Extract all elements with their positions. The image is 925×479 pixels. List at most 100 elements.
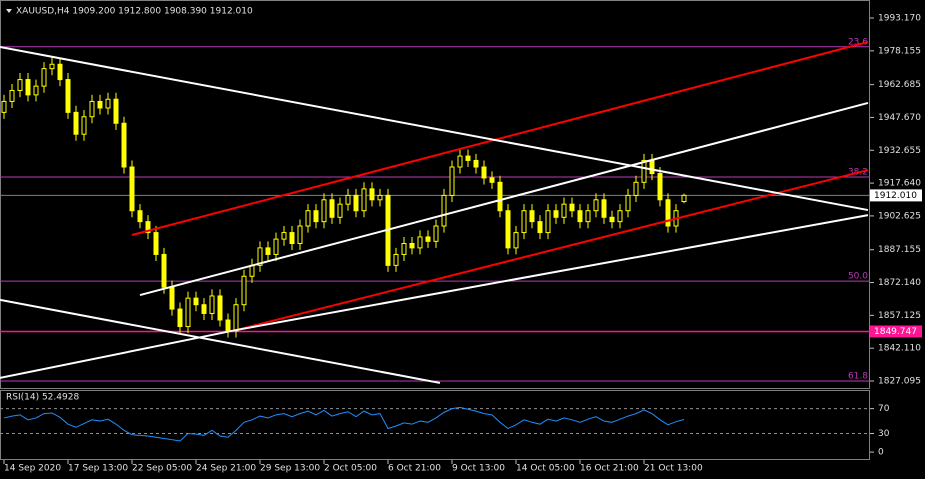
candle-body	[657, 173, 663, 201]
y-tick-label: 1917.640	[878, 179, 921, 189]
candle-body	[33, 85, 39, 96]
candle-body	[65, 79, 71, 113]
y-tick-label: 30	[878, 429, 890, 439]
menu-icon[interactable]	[6, 9, 12, 13]
candle-body	[41, 68, 47, 87]
candle-body	[9, 90, 15, 102]
candle-body	[369, 188, 375, 201]
candle-body	[209, 295, 215, 314]
y-tick-label: 1978.155	[878, 46, 921, 56]
chart-title: XAUUSD,H4 1909.200 1912.800 1908.390 191…	[16, 7, 253, 17]
candle-body	[577, 210, 583, 223]
candle-body	[193, 297, 199, 306]
candle-body	[361, 188, 367, 212]
candle-body	[49, 63, 55, 70]
y-tick-label: 70	[878, 404, 890, 414]
candle-body	[561, 203, 567, 218]
candle-body	[329, 199, 335, 218]
candle-body	[449, 166, 455, 196]
x-tick-label: 17 Sep 13:00	[68, 464, 128, 474]
candle-body	[393, 253, 399, 266]
candle-body	[593, 199, 599, 212]
candle-body	[121, 122, 127, 168]
candle-body	[297, 225, 303, 245]
candle-body	[353, 194, 359, 212]
x-tick-label: 2 Oct 05:00	[324, 464, 377, 474]
candle-body	[377, 194, 383, 201]
candle-body	[457, 155, 463, 168]
candle-body	[129, 166, 135, 212]
candle-body	[249, 264, 255, 277]
candle-body	[337, 203, 343, 218]
candle-body	[521, 210, 527, 234]
candle-body	[481, 166, 487, 179]
candle-body	[281, 232, 287, 240]
candle-body	[225, 319, 231, 332]
trendline	[131, 41, 869, 236]
candle-body	[81, 116, 87, 135]
candle-body	[649, 159, 655, 175]
candle-body	[1, 100, 7, 113]
current-price-box	[870, 189, 922, 202]
candle-body	[553, 210, 559, 218]
candle-body	[409, 243, 415, 249]
candle-body	[425, 236, 431, 242]
y-tick-label: 1993.170	[878, 14, 921, 24]
current-price-label: 1912.010	[874, 191, 917, 201]
candle-body	[537, 221, 543, 234]
rsi-panel-frame	[0, 390, 870, 460]
x-tick-label: 9 Oct 13:00	[452, 464, 505, 474]
candle-body	[265, 247, 271, 255]
candle-body	[97, 100, 103, 109]
candle-body	[417, 236, 423, 249]
candle-body	[617, 210, 623, 223]
candle-body	[217, 295, 223, 321]
candle-body	[609, 216, 615, 223]
y-tick-label: 1857.125	[878, 311, 921, 321]
y-tick-label: 1932.655	[878, 146, 921, 156]
candle-body	[289, 232, 295, 245]
candle-body	[497, 181, 503, 212]
candle-body	[321, 199, 327, 223]
candle-body	[169, 286, 175, 310]
candle-body	[153, 232, 159, 255]
rsi-line	[3, 406, 685, 442]
trendline	[139, 101, 869, 297]
candle-body	[273, 238, 279, 255]
candle-body	[641, 159, 647, 183]
fib-label: 61.8	[848, 371, 868, 381]
candle-body	[345, 194, 351, 205]
candle-body	[89, 100, 95, 118]
candle-body	[201, 304, 207, 314]
candle-body	[529, 210, 535, 223]
x-tick-label: 24 Sep 21:00	[196, 464, 256, 474]
candle-body	[569, 203, 575, 212]
candle-body	[73, 111, 79, 135]
candle-body	[585, 210, 591, 223]
candle-body	[25, 79, 31, 96]
candle-body	[241, 275, 247, 306]
candle-body	[17, 79, 23, 92]
candle-body	[681, 194, 687, 203]
candle-body	[313, 210, 319, 223]
x-tick-label: 14 Oct 05:00	[516, 464, 575, 474]
x-tick-label: 22 Sep 05:00	[132, 464, 192, 474]
candle-body	[257, 247, 263, 266]
x-tick-label: 16 Oct 21:00	[580, 464, 639, 474]
y-tick-label: 1947.670	[878, 113, 921, 123]
candle-body	[633, 181, 639, 196]
candle-body	[505, 210, 511, 249]
candle-body	[185, 297, 191, 328]
candle-body	[625, 194, 631, 212]
trendline	[235, 214, 869, 332]
y-tick-label: 1887.155	[878, 245, 921, 255]
x-tick-label: 29 Sep 13:00	[260, 464, 320, 474]
x-tick-label: 14 Sep 2020	[4, 464, 61, 474]
trendline	[235, 169, 869, 332]
candle-body	[113, 98, 119, 124]
candle-body	[137, 210, 143, 223]
trendline	[0, 46, 869, 212]
